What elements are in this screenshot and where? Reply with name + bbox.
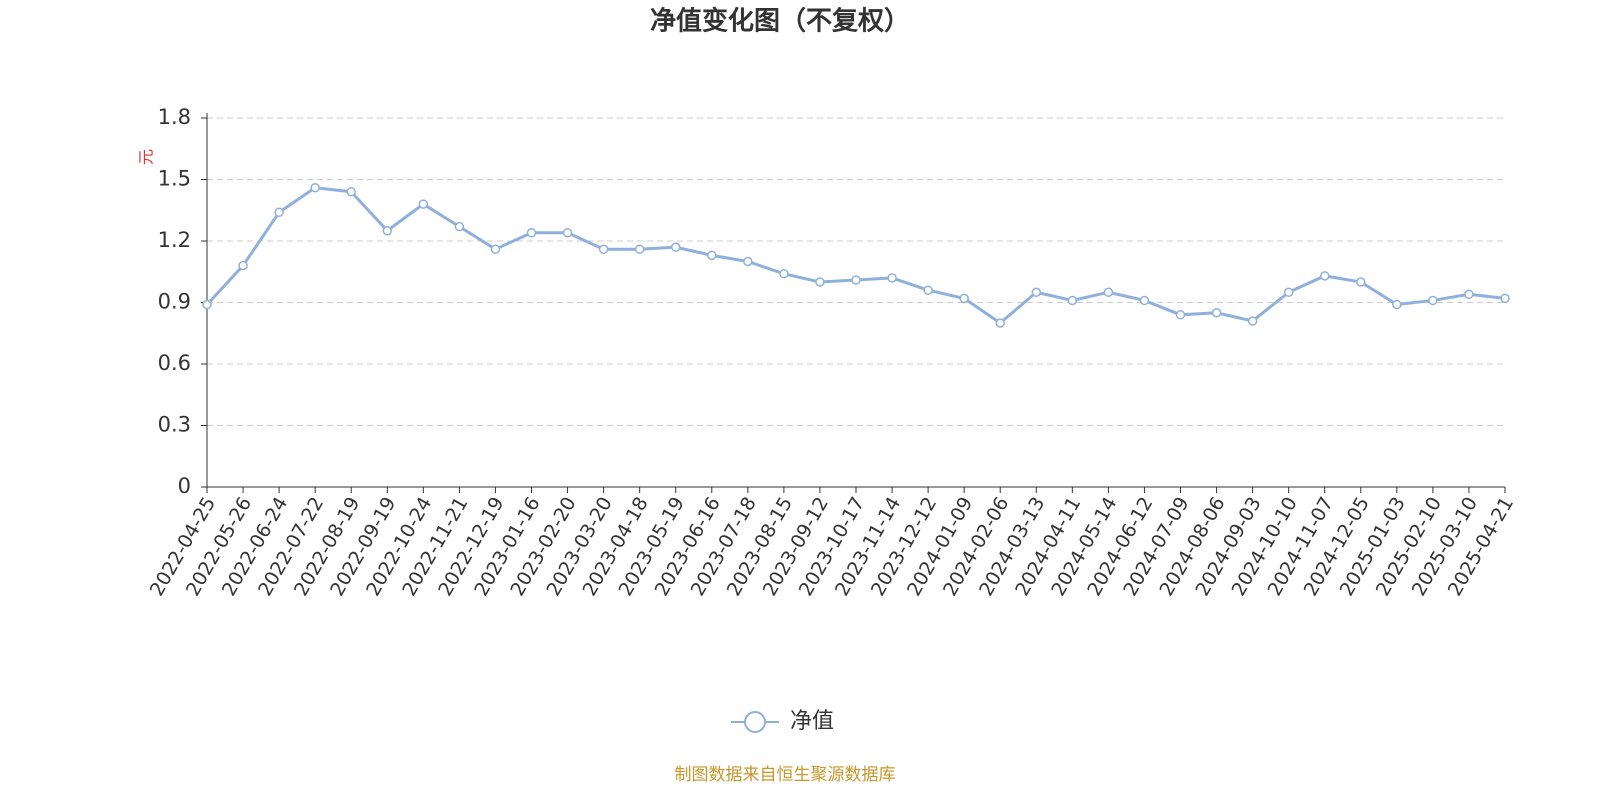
point bbox=[1031, 287, 1042, 297]
point bbox=[382, 226, 393, 236]
point bbox=[887, 273, 897, 283]
point bbox=[743, 256, 753, 267]
point bbox=[490, 244, 501, 254]
point bbox=[851, 275, 861, 285]
point bbox=[310, 182, 320, 193]
y-tick-label: 1.2 bbox=[158, 228, 191, 252]
point bbox=[923, 285, 933, 295]
point bbox=[1211, 308, 1222, 318]
point bbox=[562, 228, 573, 238]
point bbox=[1283, 287, 1294, 297]
y-tick-label: 1.5 bbox=[158, 167, 191, 191]
point bbox=[1500, 293, 1510, 304]
point bbox=[779, 269, 789, 279]
point bbox=[202, 299, 212, 310]
point bbox=[238, 260, 248, 271]
point bbox=[598, 244, 609, 254]
point bbox=[418, 199, 429, 209]
point bbox=[707, 250, 717, 261]
legend-marker bbox=[744, 711, 766, 733]
point bbox=[1139, 295, 1150, 306]
y-axis-label: 元 bbox=[137, 149, 156, 165]
y-tick-label: 0.3 bbox=[158, 413, 191, 437]
y-tick-label: 1.8 bbox=[158, 105, 191, 129]
point bbox=[1067, 295, 1078, 306]
point bbox=[1175, 310, 1186, 320]
point bbox=[995, 318, 1005, 328]
point bbox=[454, 221, 465, 232]
point bbox=[634, 244, 645, 254]
y-tick-label: 0.9 bbox=[158, 290, 191, 314]
source-note: 制图数据来自恒生聚源数据库 bbox=[675, 765, 896, 785]
chart-title: 净值变化图（不复权） bbox=[650, 6, 910, 37]
point bbox=[526, 228, 537, 238]
legend-label: 净值 bbox=[790, 709, 834, 734]
point bbox=[346, 187, 356, 197]
point bbox=[1356, 277, 1366, 287]
point bbox=[1247, 316, 1258, 326]
y-tick-label: 0 bbox=[178, 474, 191, 498]
point bbox=[1392, 299, 1402, 310]
point bbox=[670, 242, 681, 252]
point bbox=[815, 277, 825, 287]
point bbox=[1103, 287, 1114, 297]
point bbox=[959, 293, 969, 304]
point bbox=[1319, 271, 1330, 281]
point bbox=[1428, 295, 1438, 306]
y-tick-label: 0.6 bbox=[158, 351, 191, 375]
point bbox=[274, 207, 284, 218]
point bbox=[1464, 289, 1474, 300]
